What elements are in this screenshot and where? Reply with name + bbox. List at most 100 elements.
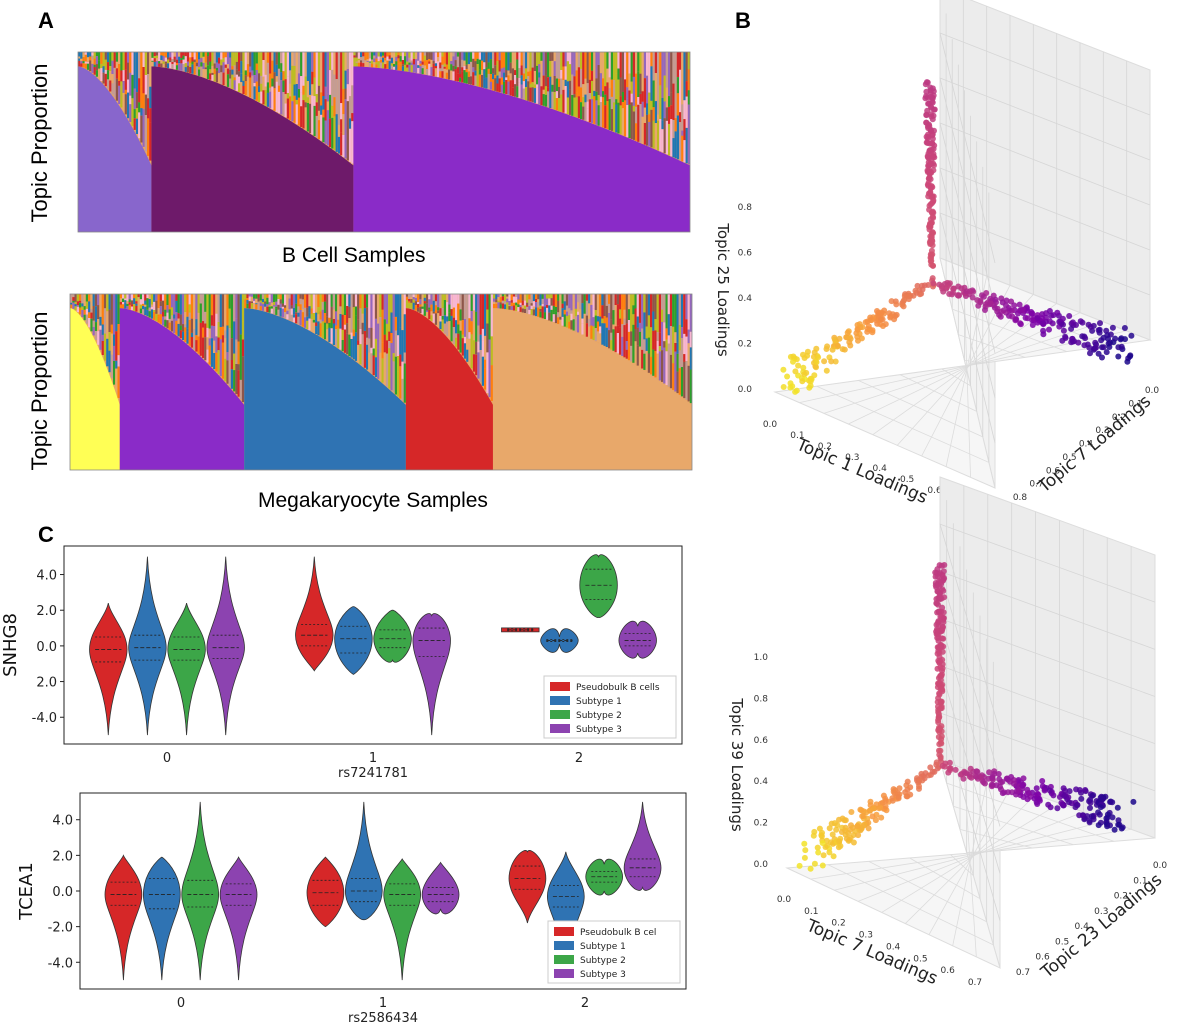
bcell_structure-group-2-bar (233, 65, 236, 78)
scatter3d_top-point (1115, 353, 1122, 360)
bcell_structure-group-3-bar (492, 68, 495, 74)
mega_structure-group-1-bar (99, 329, 102, 350)
bcell_structure-group-3-bar (586, 101, 589, 109)
violin_tcea1-violin (142, 856, 181, 981)
mega_structure-group-5-bar (495, 303, 498, 309)
bcell_structure-group-3-bar (577, 96, 580, 119)
mega_structure-group-5-bar (645, 350, 648, 372)
mega_structure-group-2-bar (213, 294, 216, 327)
mega_structure-group-5-bar (563, 309, 566, 315)
violin_snhg8-legend-swatch (550, 724, 570, 733)
bcell_structure-group-2-bar (280, 80, 283, 115)
bcell_structure-group-3-bar (415, 56, 418, 60)
scatter3d_top-point (792, 388, 799, 395)
bcell_structure-group-3-bar (514, 70, 517, 75)
bcell_structure-group-3-bar (364, 61, 367, 67)
scatter3d_top-z-tick: 0.4 (738, 294, 753, 304)
mega_structure-group-5-bar (614, 305, 617, 327)
mega_structure-group-5-bar (654, 351, 657, 378)
mega_structure-group-5-bar (583, 313, 586, 318)
mega_structure-group-3-bar (370, 327, 373, 348)
mega_structure-group-5-bar (588, 326, 591, 338)
bcell_structure-group-2-bar (271, 86, 274, 110)
bcell_structure-group-3-bar (571, 74, 574, 95)
scatter3d_bottom-point (801, 840, 808, 847)
mega_structure-group-5-bar (552, 312, 555, 315)
mega_structure-group-3-bar (306, 294, 309, 308)
bcell_structure-group-1-bar (91, 63, 94, 73)
bcell_structure-group-1-bar (100, 63, 103, 69)
bcell_structure-group-2-bar (178, 61, 181, 64)
bcell_structure-group-1-bar (129, 72, 132, 96)
violin_tcea1-legend-swatch (554, 969, 574, 978)
mega_structure-group-4-bar (457, 294, 460, 304)
mega_structure-group-3-bar (312, 294, 315, 313)
bcell_structure-group-2-bar (235, 52, 238, 62)
bcell_structure-group-3-bar (685, 52, 688, 82)
bcell_structure-group-1-bar (100, 68, 103, 74)
mega_structure-group-1-bar (99, 294, 102, 317)
bcell_structure-group-3-bar (472, 58, 475, 68)
bcell_structure-group-1-bar (133, 52, 136, 89)
mega_structure-group-2-bar (142, 303, 145, 306)
scatter3d_bottom-point (815, 849, 822, 856)
bcell_structure-group-3-bar (353, 52, 356, 56)
bcell_structure-group-3-bar (646, 103, 649, 115)
bcell_structure-group-3-bar (591, 99, 594, 124)
mega_structure-group-5-bar (601, 323, 604, 345)
mega_structure-group-1-bar (81, 294, 84, 304)
mega_structure-group-3-bar (266, 297, 269, 305)
mega_structure-group-3-bar (292, 317, 296, 323)
mega_structure-group-3-bar (317, 314, 320, 322)
scatter3d_bottom-point (826, 825, 833, 832)
bcell_structure-group-3-bar (527, 52, 530, 72)
mega_structure-group-5-bar (634, 341, 637, 365)
mega_structure-group-4-bar (488, 369, 491, 398)
bcell_structure-group-2-bar (309, 103, 312, 133)
scatter3d_top-point (1046, 326, 1052, 333)
mega_structure-group-3-bar (348, 294, 351, 307)
mega_structure-group-2-bar (188, 304, 191, 313)
bcell_structure-group-1-bar (149, 108, 152, 123)
bcell_structure-group-3-bar (503, 67, 506, 73)
bcell_structure-group-3-bar (670, 119, 673, 157)
mega_structure-group-3-bar (277, 309, 280, 316)
mega_structure-group-2-bar (226, 294, 229, 326)
bcell_structure-group-3-bar (595, 78, 598, 92)
scatter3d_bottom-grid (881, 802, 1060, 913)
mega_structure-group-4-bar (443, 294, 446, 300)
bcell_structure-group-3-bar (630, 93, 633, 103)
bcell_structure-group-2-bar (195, 66, 198, 76)
mega_structure-group-5-bar (636, 327, 639, 346)
mega_structure-group-3-bar (246, 294, 249, 298)
mega_structure-group-4-bar (461, 338, 464, 356)
bcell_structure-group-3-bar (364, 52, 367, 57)
mega_structure-group-4-bar (448, 304, 451, 313)
mega_structure-group-5-bar (568, 308, 571, 316)
mega_structure-group-5-bar (594, 310, 597, 316)
mega_structure-group-3-bar (284, 312, 287, 319)
mega_structure-group-3-bar (253, 303, 256, 309)
mega_structure-group-3-bar (339, 294, 342, 307)
mega_structure-group-3-bar (390, 333, 393, 343)
bcell_structure-group-3-bar (474, 75, 477, 86)
mega_structure-group-5-bar (515, 305, 518, 311)
mega_structure-group-3-bar (352, 294, 355, 308)
mega_structure-group-5-bar (499, 304, 502, 309)
violin_snhg8-violin (128, 556, 167, 736)
mega_structure-group-5-bar (550, 305, 553, 310)
bcell_structure-group-3-bar (648, 92, 651, 115)
mega_structure-group-5-bar (623, 309, 626, 319)
scatter3d_top-z-tick: 0.8 (738, 203, 753, 213)
bcell_structure-group-3-bar (448, 72, 451, 80)
scatter3d_top-point (900, 298, 907, 305)
mega_structure-group-5-bar (572, 294, 575, 306)
scatter3d_bottom-point (966, 771, 973, 778)
mega_structure-group-5-bar (654, 294, 657, 320)
bcell_structure-group-3-bar (511, 87, 514, 97)
mega_structure-group-5-bar (574, 316, 577, 320)
bcell_structure-group-2-bar (289, 52, 292, 71)
mega_structure-group-3-bar (257, 304, 260, 310)
bcell_structure-group-2-bar (322, 96, 325, 110)
bcell_structure-group-2-bar (175, 52, 179, 60)
